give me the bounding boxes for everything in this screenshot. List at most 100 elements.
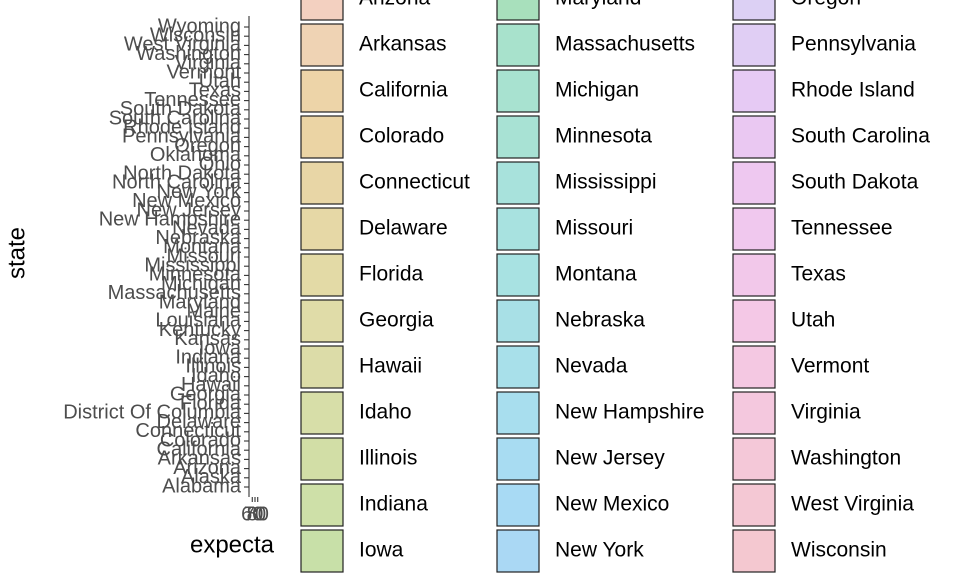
legend-label: Pennsylvania	[791, 33, 916, 56]
legend-label: South Carolina	[791, 125, 930, 148]
legend-label: Hawaii	[359, 355, 422, 378]
legend-key	[732, 437, 776, 481]
legend-key	[732, 345, 776, 389]
y-tick-label: New Hampshire	[99, 208, 241, 230]
legend-label: Texas	[791, 263, 846, 286]
legend-label: Arkansas	[359, 33, 447, 56]
y-tick-label: South Carolina	[109, 107, 242, 129]
y-tick-label: Missouri	[167, 245, 241, 267]
legend-label: Nevada	[555, 355, 628, 378]
legend-label: Utah	[791, 309, 835, 332]
legend-key	[496, 391, 540, 435]
legend-key	[732, 69, 776, 113]
legend-key	[732, 207, 776, 251]
legend-key	[496, 299, 540, 343]
legend-key	[732, 115, 776, 159]
y-tick-label: Montana	[163, 236, 242, 258]
legend-label: Minnesota	[555, 125, 652, 148]
legend-key	[732, 299, 776, 343]
y-tick-label: Mississippi	[144, 254, 241, 276]
y-tick-label: Oklahoma	[150, 144, 242, 166]
y-tick-label: Maine	[187, 300, 241, 322]
legend-key	[300, 23, 344, 67]
legend-key	[300, 115, 344, 159]
y-tick-label: Indiana	[175, 346, 241, 368]
legend-label: Illinois	[359, 447, 417, 470]
legend-label: South Dakota	[791, 171, 919, 194]
y-tick-label: West Virginia	[124, 34, 242, 56]
legend-label: New Mexico	[555, 493, 669, 516]
legend-label: Florida	[359, 263, 424, 286]
y-tick-label: Connecticut	[135, 420, 241, 442]
legend-label: Virginia	[791, 401, 861, 424]
legend-label: Indiana	[359, 493, 428, 516]
y-tick-label: Nevada	[172, 218, 242, 240]
legend-key	[732, 391, 776, 435]
legend-key	[496, 115, 540, 159]
y-tick-label: Illinois	[185, 356, 241, 378]
legend-key	[300, 253, 344, 297]
y-tick-label: California	[157, 438, 242, 460]
y-tick-label: Tennessee	[144, 89, 241, 111]
legend-key	[300, 391, 344, 435]
legend-key	[496, 529, 540, 573]
legend-key	[732, 23, 776, 67]
y-tick-label: New Jersey	[137, 199, 241, 221]
y-tick-label: Arizona	[173, 457, 242, 479]
legend-label: Massachusetts	[555, 33, 695, 56]
y-tick-label: Washington	[136, 43, 241, 65]
y-tick-label: Florida	[180, 392, 242, 414]
y-tick-label: Maryland	[159, 291, 241, 313]
legend-key	[496, 207, 540, 251]
y-tick-label: Idaho	[191, 365, 241, 387]
y-tick-label: Alaska	[181, 466, 242, 488]
y-tick-label: Texas	[189, 80, 241, 102]
y-tick-label: Vermont	[167, 61, 242, 83]
legend-label: New Jersey	[555, 447, 665, 470]
legend-label: Georgia	[359, 309, 434, 332]
y-tick-label: Arkansas	[158, 448, 241, 470]
legend-key	[732, 529, 776, 573]
legend-label: Arizona	[359, 0, 431, 10]
legend-label: Tennessee	[791, 217, 893, 240]
legend-key	[300, 437, 344, 481]
legend-key	[496, 161, 540, 205]
legend-label: Wisconsin	[791, 539, 887, 562]
y-tick-label: Iowa	[199, 337, 242, 359]
legend-label: New Hampshire	[555, 401, 704, 424]
y-tick-label: Oregon	[174, 135, 241, 157]
x-tick-label: 70	[244, 503, 266, 525]
y-tick-label: Kentucky	[159, 319, 241, 341]
y-tick-label: New York	[157, 181, 242, 203]
y-tick-label: Georgia	[170, 383, 242, 405]
y-tick-label: New Mexico	[132, 190, 241, 212]
legend-label: West Virginia	[791, 493, 914, 516]
legend-label: Iowa	[359, 539, 404, 562]
y-tick-label: North Dakota	[123, 162, 242, 184]
y-axis-title: state	[3, 227, 30, 279]
legend-label: Missouri	[555, 217, 633, 240]
legend-key	[732, 161, 776, 205]
y-tick-label: Wisconsin	[150, 24, 241, 46]
legend-label: New York	[555, 539, 644, 562]
y-tick-label: District Of Columbia	[63, 402, 242, 424]
x-axis-title: expecta	[190, 531, 275, 558]
legend-key	[496, 0, 540, 21]
legend-label: Maryland	[555, 0, 641, 10]
legend-key	[496, 345, 540, 389]
y-tick-label: Colorado	[160, 429, 241, 451]
y-tick-label: South Dakota	[120, 98, 242, 120]
legend-key	[496, 437, 540, 481]
y-tick-label: Virginia	[175, 52, 242, 74]
legend-label: Idaho	[359, 401, 412, 424]
y-tick-label: Kansas	[174, 328, 241, 350]
y-tick-label: Delaware	[157, 411, 241, 433]
y-tick-label: Nebraska	[155, 227, 241, 249]
legend-label: Rhode Island	[791, 79, 915, 102]
y-tick-label: Pennsylvania	[122, 126, 242, 148]
legend-label: Connecticut	[359, 171, 470, 194]
legend-label: Colorado	[359, 125, 444, 148]
legend-key	[300, 69, 344, 113]
legend-key	[300, 483, 344, 527]
